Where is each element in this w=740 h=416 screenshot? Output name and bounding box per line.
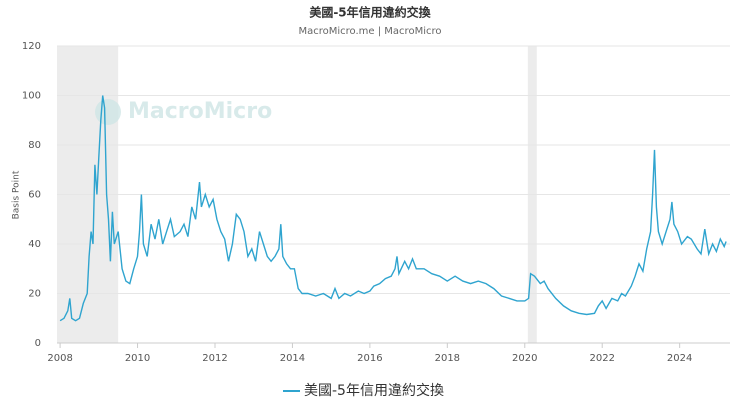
y-tick-label: 80 — [28, 140, 41, 151]
watermark-logo — [95, 99, 121, 125]
legend-label: 美國-5年信用違約交換 — [304, 382, 444, 399]
y-tick-label: 20 — [28, 289, 41, 300]
y-tick-label: 60 — [28, 190, 41, 201]
x-tick-label: 2010 — [125, 353, 150, 364]
y-tick-label: 40 — [28, 239, 41, 250]
x-tick-label: 2020 — [512, 353, 537, 364]
x-tick-label: 2016 — [357, 353, 382, 364]
data-line — [59, 95, 727, 322]
chart-title: 美國-5年信用違約交換 — [309, 5, 431, 20]
x-tick-label: 2018 — [435, 353, 460, 364]
y-tick-label: 0 — [35, 338, 41, 349]
chart-subtitle: MacroMicro.me | MacroMicro — [299, 26, 442, 37]
x-tick-label: 2014 — [280, 353, 305, 364]
y-tick-label: 120 — [22, 41, 41, 52]
x-tick-label: 2024 — [667, 353, 692, 364]
watermark: MacroMicro — [128, 99, 272, 124]
x-tick-label: 2008 — [47, 353, 72, 364]
x-tick-label: 2012 — [202, 353, 227, 364]
y-axis-label: Basis Point — [12, 170, 22, 219]
x-tick-label: 2022 — [589, 353, 614, 364]
y-tick-label: 100 — [22, 91, 41, 102]
